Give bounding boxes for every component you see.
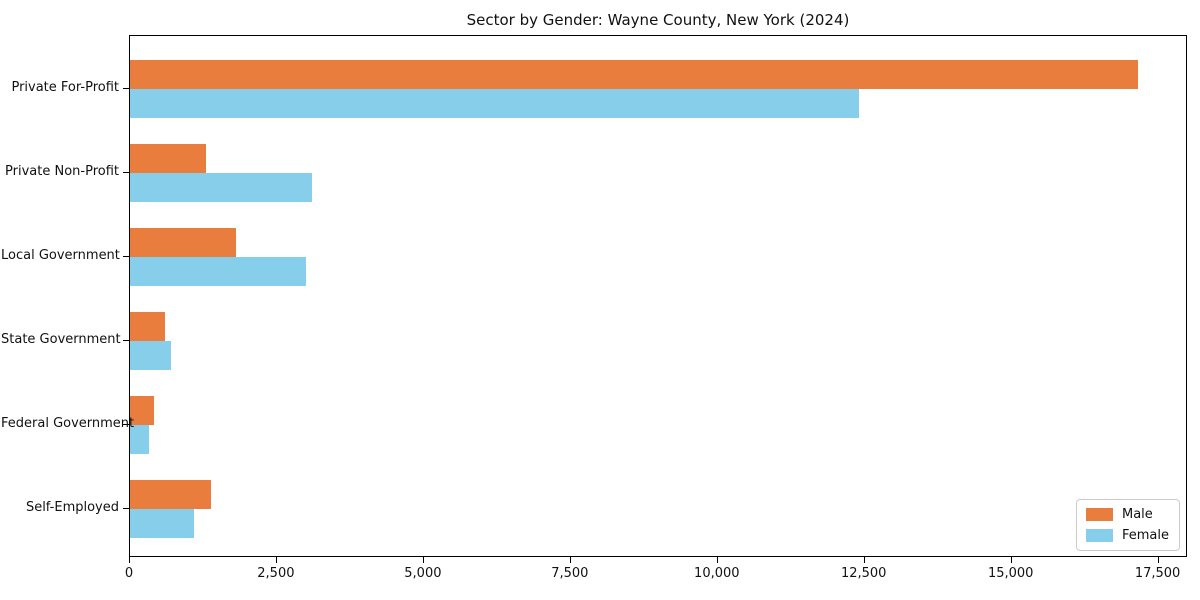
x-tick-label-2-500: 2,500 [257, 566, 295, 581]
bar-male-local-government [130, 228, 236, 257]
y-tick-mark [123, 256, 129, 257]
x-tick-mark [422, 557, 424, 563]
legend-item-female: Female [1085, 528, 1169, 543]
x-tick-mark [275, 557, 277, 563]
x-tick-mark [716, 557, 718, 563]
y-tick-label-state-government: State Government [1, 332, 121, 347]
x-tick-label-17-500: 17,500 [1134, 566, 1181, 581]
y-tick-label-local-government: Local Government [1, 248, 120, 263]
bar-male-private-for-profit [130, 60, 1138, 89]
x-tick-mark [1157, 557, 1159, 563]
legend-swatch-female [1085, 529, 1113, 542]
x-tick-mark [569, 557, 571, 563]
y-tick-label-federal-government: Federal Government [1, 416, 135, 431]
x-tick-label-12-500: 12,500 [840, 566, 887, 581]
legend-item-male: Male [1085, 507, 1169, 522]
y-tick-mark [123, 88, 129, 89]
x-tick-mark [863, 557, 865, 563]
bar-female-private-for-profit [130, 89, 859, 118]
y-tick-mark [123, 340, 129, 341]
bar-male-federal-government [130, 396, 154, 425]
y-tick-mark [123, 508, 129, 509]
legend-label-female: Female [1121, 528, 1169, 543]
chart-title: Sector by Gender: Wayne County, New York… [466, 11, 850, 29]
x-tick-label-0: 0 [124, 566, 134, 581]
x-tick-label-15-000: 15,000 [987, 566, 1034, 581]
y-tick-label-self-employed: Self-Employed [25, 500, 119, 515]
y-tick-label-private-for-profit: Private For-Profit [11, 80, 119, 95]
y-tick-mark [123, 172, 129, 173]
x-tick-label-7-500: 7,500 [551, 566, 589, 581]
legend-label-male: Male [1121, 507, 1153, 522]
bar-female-local-government [130, 257, 307, 286]
x-tick-mark [129, 557, 130, 563]
bar-male-state-government [130, 312, 166, 341]
legend: Male Female [1075, 499, 1180, 551]
y-tick-label-private-non-profit: Private Non-Profit [5, 164, 119, 179]
bar-male-self-employed [130, 480, 212, 509]
bar-female-self-employed [130, 509, 194, 538]
x-tick-label-10-000: 10,000 [694, 566, 740, 581]
bar-female-private-non-profit [130, 173, 313, 202]
y-tick-mark [123, 424, 129, 425]
bar-female-state-government [130, 341, 172, 370]
x-tick-label-5-000: 5,000 [404, 566, 442, 581]
x-tick-mark [1010, 557, 1012, 563]
plot-area: Male Female [129, 35, 1187, 557]
bar-female-federal-government [130, 425, 150, 454]
bar-male-private-non-profit [130, 144, 207, 173]
legend-swatch-male [1085, 508, 1113, 521]
